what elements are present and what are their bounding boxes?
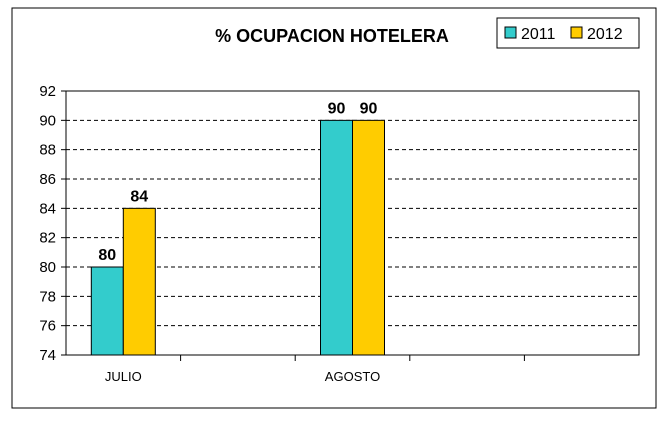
bar-2011-JULIO [90, 266, 124, 356]
legend-box [496, 17, 640, 49]
legend-swatch-2011 [504, 26, 517, 39]
bar-2011-AGOSTO [320, 119, 353, 356]
legend-swatch-2012 [570, 26, 583, 39]
data-label: 80 [98, 247, 116, 264]
data-label: 84 [130, 188, 148, 205]
y-tick-label: 74 [39, 347, 56, 364]
legend-label-2012: 2012 [587, 26, 623, 43]
y-tick-label: 92 [39, 83, 56, 100]
bar-2012-AGOSTO [352, 119, 385, 356]
y-tick-label: 78 [39, 288, 56, 305]
legend: 2011 2012 [496, 17, 640, 49]
y-tick-label: 88 [39, 142, 56, 159]
y-tick-label: 80 [39, 259, 56, 276]
x-category-label: AGOSTO [325, 369, 380, 384]
chart-title: % OCUPACION HOTELERA [215, 26, 449, 46]
y-tick-label: 82 [39, 230, 56, 247]
data-label: 90 [360, 100, 378, 117]
x-category-label: JULIO [105, 369, 142, 384]
y-tick-label: 76 [39, 318, 56, 335]
y-tick-label: 86 [39, 171, 56, 188]
plot-area: 74 76 78 80 82 84 86 88 90 92 80 84 JULIO 90 90 AGOSTO [39, 83, 640, 384]
y-tick-label: 90 [39, 112, 56, 129]
bar-2012-JULIO [122, 207, 156, 356]
legend-label-2011: 2011 [521, 26, 556, 43]
data-label: 90 [328, 100, 346, 117]
y-tick-label: 84 [39, 200, 56, 217]
